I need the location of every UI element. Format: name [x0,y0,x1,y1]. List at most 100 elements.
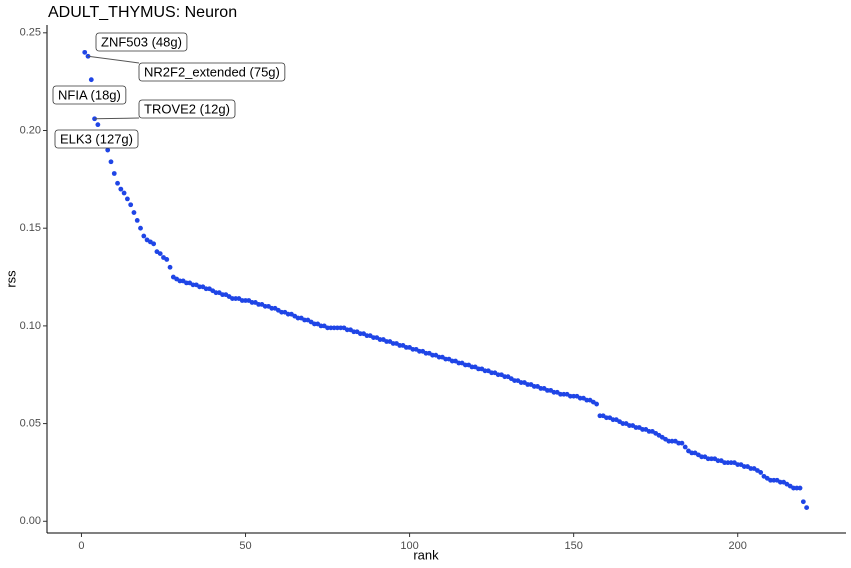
point [728,460,734,466]
point [705,456,711,462]
point [531,384,537,389]
y-tick-label: 0.20 [20,124,41,136]
point [243,298,248,303]
point [410,346,416,352]
point [794,485,800,491]
point [390,341,396,346]
point [430,352,435,358]
x-tick-label: 50 [239,540,251,552]
point [141,233,147,239]
point [476,366,481,372]
point [741,464,747,469]
y-tick-label: 0.25 [20,27,41,39]
point [338,325,344,331]
point [610,417,616,423]
point [128,202,134,208]
point [121,190,127,196]
point [262,303,268,309]
point [229,296,235,301]
annotation-box [95,32,188,52]
point [800,499,806,505]
point [679,440,685,446]
point [699,454,705,460]
point [85,53,91,59]
point [525,382,531,387]
point [233,296,239,301]
point [151,241,157,247]
point [804,505,810,510]
point [328,325,334,331]
point [545,387,550,393]
point [561,391,567,397]
annotation-leader [87,55,140,64]
point [797,485,803,491]
point [108,159,114,165]
point [312,321,317,327]
y-axis-title: rss [3,270,18,288]
point [567,393,573,399]
annotation-box [52,85,127,105]
point [124,196,130,202]
point [351,329,357,335]
point [397,343,403,348]
point [469,364,475,370]
point [597,413,603,419]
point [167,264,173,270]
annotation-label: TROVE2 (12g) [144,101,230,116]
point [377,337,383,342]
point [551,389,557,395]
x-tick-label: 200 [729,540,747,552]
y-tick-label: 0.00 [20,515,41,527]
point [502,374,508,380]
point [302,317,307,323]
point [213,290,219,296]
point [758,470,764,475]
point [279,309,285,315]
y-tick-label: 0.05 [20,417,41,429]
point [197,284,202,290]
point [203,286,209,292]
point [584,397,590,403]
point [577,395,583,401]
point [462,362,468,368]
point [295,315,301,321]
annotation-label: NFIA (18g) [58,87,121,102]
point [538,386,544,391]
point [138,225,143,231]
point [325,325,330,331]
point [725,460,731,466]
point [118,186,124,192]
annotation-box [138,62,286,82]
point [456,360,462,366]
point [131,210,137,215]
point [256,302,262,307]
point [715,458,721,464]
x-axis-title: rank [413,547,439,562]
point [115,180,120,186]
point [384,339,390,344]
point [604,415,609,421]
annotation-label: ZNF503 (48g) [101,34,182,49]
point [318,323,324,329]
x-tick-label: 100 [400,540,418,552]
annotation-label: ELK3 (127g) [60,131,133,146]
point [791,485,796,491]
point [489,370,495,376]
point [285,311,291,317]
point [620,421,626,426]
chart-title: ADULT_THYMUS: Neuron [48,4,237,21]
point [646,429,652,434]
point [571,393,577,399]
point [633,425,639,430]
y-tick-label: 0.15 [20,222,41,234]
point [423,350,429,356]
point [676,440,682,446]
point [449,358,455,364]
point [82,49,88,55]
point [518,380,524,385]
point [558,391,563,397]
point [111,171,117,176]
point [403,344,409,350]
point [371,335,376,341]
point [512,378,517,383]
